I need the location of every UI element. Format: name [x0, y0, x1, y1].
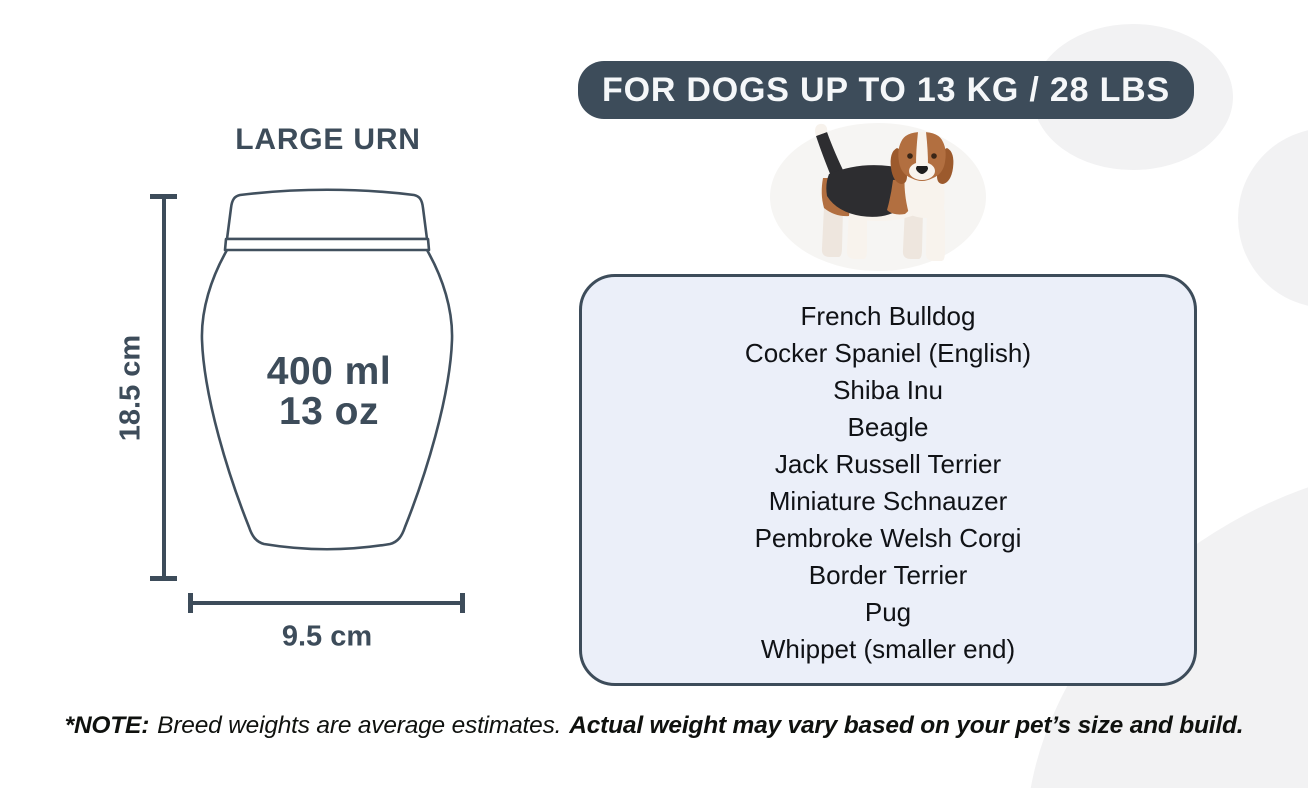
breed-list-item: Pembroke Welsh Corgi [754, 523, 1022, 553]
urn-capacity-ml: 400 ml [266, 350, 392, 393]
breed-list-item: Border Terrier [808, 560, 968, 590]
urn-capacity-oz: 13 oz [278, 390, 380, 433]
beagle-illustration-icon [815, 123, 954, 261]
breed-list-item: Beagle [847, 412, 929, 442]
width-dimension-line [190, 601, 464, 605]
urn-outline-drawing [200, 188, 454, 551]
breed-list-item: Cocker Spaniel (English) [744, 338, 1032, 368]
footnote: *NOTE: Breed weights are average estimate… [0, 712, 1308, 740]
height-dimension-cap-top [150, 194, 177, 199]
urn-height-label: 18.5 cm [114, 334, 147, 442]
footnote-label: *NOTE: [64, 712, 150, 739]
footnote-bold-text: Actual weight may vary based on your pet… [569, 712, 1244, 739]
weight-limit-badge: FOR DOGS UP TO 13 KG / 28 LBS [578, 61, 1194, 119]
urn-panel-title: LARGE URN [235, 123, 421, 156]
breed-list-item: Pug [864, 597, 912, 627]
height-dimension-line [162, 196, 166, 580]
breed-list-item: Shiba Inu [833, 375, 943, 405]
urn-diameter-label: 9.5 cm [281, 620, 373, 653]
weight-limit-badge-label: FOR DOGS UP TO 13 KG / 28 LBS [602, 70, 1170, 109]
breed-list-item: Whippet (smaller end) [760, 634, 1016, 664]
breed-list-box: French Bulldog Cocker Spaniel (English) … [579, 274, 1197, 686]
breed-list-item: French Bulldog [800, 301, 976, 331]
urn-capacity: 400 ml 13 oz [229, 352, 429, 432]
height-dimension-cap-bottom [150, 576, 177, 581]
width-dimension-tick-right [460, 593, 465, 613]
width-dimension-tick-left [188, 593, 193, 613]
footnote-regular-text: Breed weights are average estimates. [157, 712, 562, 739]
breed-list-item: Miniature Schnauzer [768, 486, 1008, 516]
breed-list-item: Jack Russell Terrier [774, 449, 1002, 479]
